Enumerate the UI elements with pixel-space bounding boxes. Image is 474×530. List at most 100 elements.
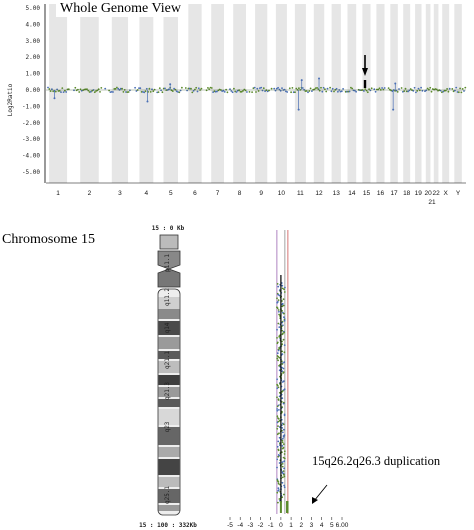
chromosome-data-point — [277, 359, 279, 362]
x-tick-label-X: X — [444, 190, 449, 197]
ideogram-band — [158, 297, 180, 309]
x-tick-label-4: 4 — [145, 190, 149, 197]
chromosome-data-point — [282, 312, 285, 315]
data-point — [337, 90, 339, 93]
data-point — [351, 87, 354, 90]
data-point — [255, 91, 257, 93]
data-point — [148, 87, 151, 90]
chromosome-data-point — [283, 450, 286, 453]
data-point — [97, 88, 100, 91]
data-point — [242, 90, 244, 92]
data-point — [164, 87, 166, 90]
data-point — [425, 89, 428, 92]
data-point — [48, 88, 51, 90]
chromosome-band-2 — [80, 4, 99, 183]
chromosome-data-point — [278, 336, 281, 338]
chromosome-data-point — [276, 445, 279, 448]
outlier-point — [318, 77, 321, 80]
x-tick-label-17: 17 — [390, 190, 398, 197]
chromosome-data-point — [281, 303, 284, 306]
chromosome-data-point — [281, 310, 283, 312]
band-label: q25.1 — [164, 486, 171, 504]
chromosome-data-point — [277, 482, 280, 485]
ideogram-band — [158, 337, 180, 349]
data-point — [126, 91, 129, 93]
chromosome-data-point — [283, 344, 286, 346]
data-point — [416, 90, 419, 92]
data-point — [196, 90, 199, 93]
chromosome-data-point — [276, 387, 279, 390]
chromosome-data-point — [281, 496, 284, 499]
chromosome-data-point — [276, 409, 279, 412]
chromosome-data-point — [277, 309, 280, 311]
data-point — [407, 90, 409, 93]
y-tick-label: 3.00 — [26, 38, 41, 45]
chromosome-data-point — [281, 300, 283, 302]
data-point — [104, 87, 107, 90]
data-point — [461, 88, 464, 90]
duplication-annotation: 15q26.2q26.3 duplication — [312, 454, 441, 468]
chromosome-data-point — [276, 458, 279, 461]
chromosome-data-point — [277, 490, 279, 492]
whole-genome-title: Whole Genome View — [56, 1, 185, 17]
chromosome-data-point — [284, 286, 286, 289]
data-point — [417, 87, 420, 90]
chromosome-band-5 — [163, 4, 178, 183]
ideogram-band — [158, 489, 180, 503]
chromosome-data-point — [281, 439, 284, 442]
chromosome-data-point — [277, 501, 279, 504]
y-tick-label: -3.00 — [22, 136, 40, 143]
data-point — [178, 91, 181, 94]
data-point — [301, 87, 304, 89]
data-point — [58, 90, 61, 92]
data-point — [239, 90, 242, 93]
chromosome-data-point — [276, 352, 279, 355]
outlier-point — [300, 79, 303, 82]
chromosome-data-point — [283, 484, 285, 487]
chromosome-x-tick-label: 2 — [299, 522, 303, 529]
chromosome-data-point — [277, 285, 280, 288]
chromosome-data-point — [276, 342, 279, 345]
chromosome-data-point — [281, 381, 284, 383]
data-point — [127, 91, 130, 93]
x-tick-label-5: 5 — [169, 190, 173, 197]
x-tick-label-15: 15 — [363, 190, 371, 197]
y-tick-label: 1.00 — [26, 71, 41, 78]
data-point — [325, 90, 328, 93]
data-point — [223, 91, 226, 93]
data-point — [229, 88, 231, 91]
chromosome-band-16 — [376, 4, 385, 183]
chromosome-data-point — [282, 436, 285, 438]
data-point — [143, 91, 146, 94]
data-point — [442, 90, 445, 93]
data-point — [195, 86, 198, 89]
chromosome-data-point — [276, 357, 279, 360]
chromosome-data-point — [276, 307, 279, 310]
chromosome-data-point — [281, 321, 283, 324]
data-point — [333, 90, 335, 93]
data-point — [350, 86, 352, 89]
data-point — [321, 90, 324, 93]
data-point — [344, 90, 347, 93]
chromosome-data-point — [278, 432, 280, 435]
data-point — [405, 90, 408, 93]
chromosome-data-point — [277, 418, 280, 420]
chromosome-data-point — [277, 440, 280, 443]
data-point — [281, 87, 283, 89]
data-point — [324, 88, 326, 90]
chromosome-data-point — [277, 386, 280, 389]
outlier-point — [394, 82, 397, 85]
data-point — [275, 87, 278, 90]
data-point — [374, 90, 377, 93]
chromosome-data-point — [281, 329, 284, 332]
ideogram-centromere-upper — [157, 250, 181, 270]
data-point — [173, 87, 176, 90]
x-tick-label-Y: Y — [456, 190, 461, 197]
chromosome-data-point — [282, 423, 285, 426]
y-tick-label: -4.00 — [22, 153, 40, 160]
chromosome-data-point — [281, 305, 284, 308]
data-point — [290, 91, 292, 94]
chromosome-data-point — [277, 481, 280, 483]
chromosome-data-point — [276, 408, 278, 410]
data-point — [291, 87, 294, 89]
